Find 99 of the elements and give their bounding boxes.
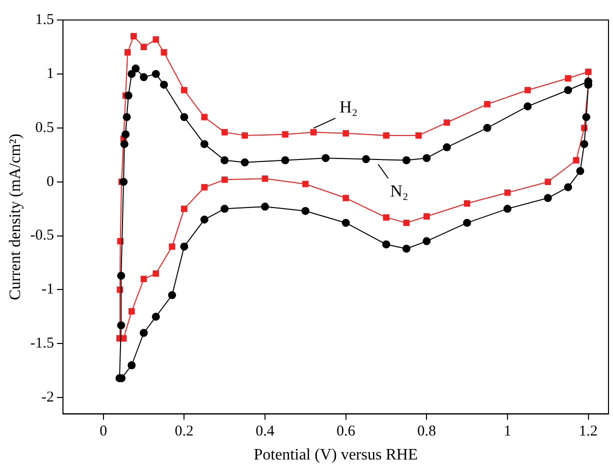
y-tick-label: -1.5 (30, 336, 54, 352)
y-tick-label: -2 (41, 390, 54, 406)
point (122, 130, 130, 138)
x-tick-label: 1.2 (578, 424, 598, 440)
point (242, 132, 248, 139)
point (524, 102, 532, 110)
y-tick-label: -0.5 (30, 228, 54, 244)
point (181, 86, 188, 94)
point (220, 204, 229, 213)
point (128, 308, 135, 314)
point (464, 200, 470, 207)
point (140, 328, 148, 337)
x-tick-label: 0.4 (256, 424, 275, 440)
point (140, 73, 148, 82)
point (301, 206, 310, 215)
point (564, 75, 572, 82)
x-tick-label: 0.8 (417, 424, 436, 440)
point (120, 178, 128, 186)
point (564, 86, 572, 94)
point (124, 92, 132, 100)
x-tick-label: 0 (100, 424, 108, 440)
point (240, 158, 249, 166)
point (122, 113, 131, 122)
point (282, 131, 288, 138)
point (168, 243, 176, 250)
point (576, 167, 584, 176)
point (442, 143, 451, 152)
point (503, 204, 512, 213)
point (342, 194, 350, 202)
point (484, 100, 490, 108)
point (342, 218, 350, 227)
point (580, 140, 588, 148)
annotation: N₂ (390, 182, 408, 201)
point (180, 242, 188, 251)
point (302, 180, 309, 188)
point (422, 154, 431, 162)
y-tick-label: 1.5 (35, 12, 54, 28)
point (130, 33, 137, 40)
point (423, 213, 430, 220)
point (117, 321, 126, 330)
point (483, 124, 492, 132)
point (128, 70, 136, 78)
y-axis-title: Current density (mA/cm²) (6, 134, 24, 300)
point (140, 44, 147, 50)
point (221, 176, 228, 183)
point (383, 132, 390, 139)
point (403, 220, 410, 226)
point (220, 156, 229, 164)
point (342, 130, 350, 136)
x-axis-title: Potential (V) versus RHE (254, 446, 418, 464)
point (160, 80, 168, 89)
point (504, 189, 511, 196)
point (444, 119, 450, 126)
point (201, 114, 208, 120)
point (201, 184, 208, 190)
point (120, 140, 128, 148)
point (310, 129, 317, 136)
point (544, 194, 552, 202)
point (160, 49, 168, 56)
annotation: H₂ (339, 98, 358, 117)
point (262, 175, 268, 182)
point (362, 155, 370, 164)
point (564, 183, 572, 192)
y-tick-label: 0 (46, 174, 54, 190)
point (382, 240, 390, 248)
point (200, 140, 208, 148)
x-tick-label: 0.6 (336, 424, 356, 440)
point (463, 218, 472, 227)
point (200, 216, 208, 224)
point (322, 154, 330, 162)
y-tick-label: -1 (41, 282, 54, 298)
point (281, 156, 290, 164)
point (524, 86, 531, 94)
point (117, 272, 126, 280)
point (221, 129, 228, 136)
point (582, 113, 590, 122)
point (152, 70, 160, 78)
point (132, 64, 140, 73)
point (140, 276, 147, 282)
point (152, 312, 160, 321)
point (422, 237, 431, 246)
point (180, 113, 188, 122)
point (152, 36, 160, 43)
point (128, 361, 136, 370)
point (402, 244, 410, 253)
point (124, 49, 131, 56)
point (585, 68, 592, 75)
point (402, 156, 410, 164)
point (261, 202, 270, 211)
point (383, 214, 390, 221)
point (572, 157, 580, 164)
point (544, 178, 552, 186)
y-tick-label: 1 (46, 66, 54, 82)
x-tick-label: 1 (504, 424, 512, 440)
point (181, 206, 188, 212)
point (168, 291, 176, 300)
y-tick-label: 0.5 (35, 120, 54, 136)
x-tick-label: 0.2 (174, 424, 194, 440)
point (152, 270, 160, 277)
